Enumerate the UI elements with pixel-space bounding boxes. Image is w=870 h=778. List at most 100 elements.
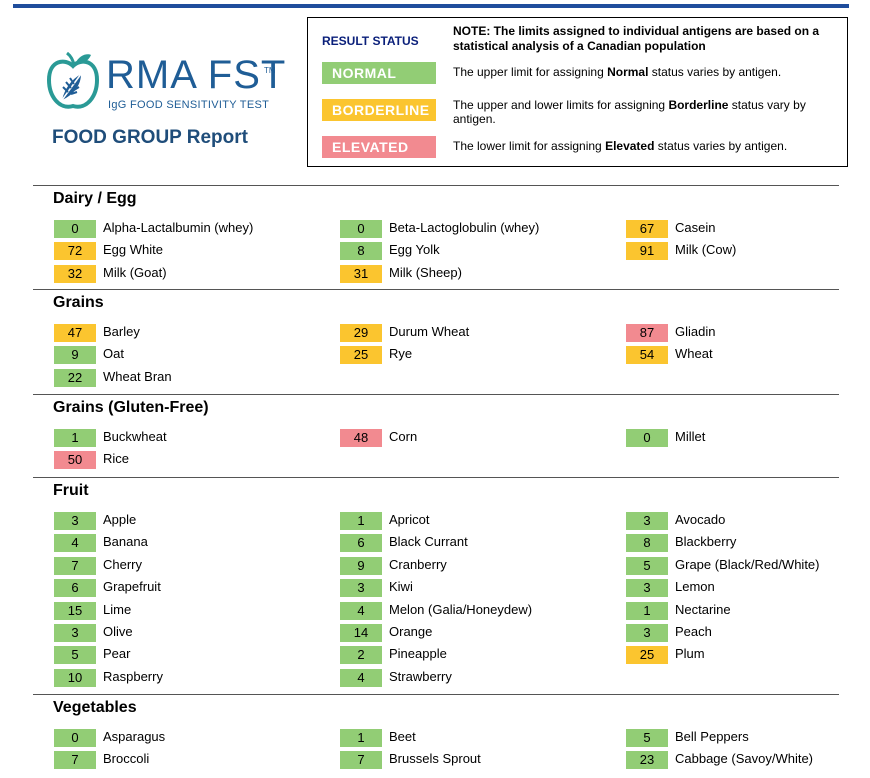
food-group-section: Grains (Gluten-Free) 1 Buckwheat 48 Corn 0 Mil…	[33, 394, 839, 470]
food-name: Gliadin	[675, 324, 716, 339]
result-value-badge: 25	[626, 646, 668, 665]
food-name: Olive	[103, 624, 133, 639]
food-name: Brussels Sprout	[389, 751, 481, 767]
result-value-badge: 15	[54, 601, 96, 620]
food-name: Casein	[675, 220, 716, 235]
result-value-badge: 1	[54, 429, 96, 447]
result-value-badge: 1	[340, 729, 382, 747]
legend-badge-elevated: ELEVATED	[322, 136, 436, 158]
legend-badge-borderline: BORDERLINE	[322, 99, 436, 121]
report-title: FOOD GROUP Report	[52, 127, 248, 148]
result-value-badge: 3	[626, 579, 668, 598]
result-value-badge: 5	[626, 729, 668, 747]
food-name: Milk (Sheep)	[389, 264, 462, 280]
section-title: Grains	[53, 294, 104, 311]
result-value-badge: 87	[626, 324, 668, 342]
brand-subtitle: IgG FOOD SENSITIVITY TEST	[108, 99, 270, 111]
result-value-badge: 3	[626, 512, 668, 530]
food-name: Oat	[103, 346, 124, 362]
food-name: Bell Peppers	[675, 729, 749, 744]
result-value-badge: 7	[340, 751, 382, 770]
result-value-badge: 5	[54, 646, 96, 665]
result-value-badge: 48	[340, 429, 382, 447]
result-value-badge: 25	[340, 346, 382, 365]
food-name: Strawberry	[389, 668, 452, 684]
result-value-badge: 7	[54, 556, 96, 575]
result-value-badge: 9	[340, 556, 382, 575]
result-value-badge: 4	[340, 601, 382, 620]
section-title: Fruit	[53, 482, 89, 499]
food-name: Orange	[389, 624, 433, 639]
result-value-badge: 0	[54, 220, 96, 238]
result-value-badge: 7	[54, 751, 96, 770]
apple-leaf-icon	[47, 52, 99, 109]
food-name: Millet	[675, 429, 706, 444]
food-name: Asparagus	[103, 729, 166, 744]
food-name: Raspberry	[103, 668, 163, 684]
food-name: Lime	[103, 601, 132, 617]
result-value-badge: 3	[626, 624, 668, 642]
section-title: Grains (Gluten-Free)	[53, 399, 209, 416]
food-name: Barley	[103, 324, 140, 339]
food-name: Blackberry	[675, 534, 737, 550]
brand-name: RMA FST	[106, 53, 287, 97]
result-value-badge: 67	[626, 220, 668, 238]
food-name: Broccoli	[103, 751, 150, 767]
result-value-badge: 10	[54, 668, 96, 687]
food-name: Cherry	[103, 556, 143, 572]
food-name: Durum Wheat	[389, 324, 470, 339]
section-title: Vegetables	[53, 699, 137, 716]
result-value-badge: 72	[54, 242, 96, 261]
result-value-badge: 29	[340, 324, 382, 342]
food-group-section: Grains 47 Barley 29 Durum Wheat 87 Gliadin 9 Oat…	[33, 289, 839, 387]
food-group-section: Fruit 3 Apple 1 Apricot 3 Avocado 4 Banana 6 Black…	[33, 477, 839, 687]
food-name: Wheat	[675, 346, 713, 362]
food-group-section: Dairy / Egg 0 Alpha-Lactalbumin (whey) 0 Bet…	[33, 185, 839, 283]
food-name: Egg Yolk	[389, 242, 440, 258]
result-value-badge: 8	[626, 534, 668, 553]
food-name: Rye	[389, 346, 413, 362]
result-value-badge: 1	[626, 601, 668, 620]
result-value-badge: 54	[626, 346, 668, 365]
legend-note: NOTE: The limits assigned to individual …	[453, 24, 820, 53]
result-value-badge: 4	[340, 668, 382, 687]
result-value-badge: 6	[54, 579, 96, 598]
food-name: Peach	[675, 624, 712, 639]
result-value-badge: 3	[340, 579, 382, 598]
food-name: Wheat Bran	[103, 368, 172, 384]
food-name: Black Currant	[389, 534, 468, 550]
food-name: Banana	[103, 534, 148, 550]
result-value-badge: 0	[54, 729, 96, 747]
result-status-legend: RESULT STATUS NOTE: The limits assigned …	[307, 17, 848, 167]
legend-heading: RESULT STATUS	[322, 34, 419, 48]
food-name: Buckwheat	[103, 429, 167, 444]
food-name: Nectarine	[675, 601, 731, 617]
result-value-badge: 32	[54, 264, 96, 283]
food-name: Melon (Galia/Honeydew)	[389, 601, 533, 617]
food-name: Apple	[103, 512, 137, 527]
result-value-badge: 50	[54, 451, 96, 470]
food-name: Milk (Cow)	[675, 242, 737, 258]
result-value-badge: 3	[54, 512, 96, 530]
food-name: Milk (Goat)	[103, 264, 167, 280]
food-name: Corn	[389, 429, 418, 444]
food-group-section: Vegetables 0 Asparagus 1 Beet 5 Bell Peppers 7 B…	[33, 694, 839, 770]
result-value-badge: 0	[340, 220, 382, 238]
result-value-badge: 1	[340, 512, 382, 530]
result-value-badge: 5	[626, 556, 668, 575]
top-rule	[13, 4, 849, 8]
food-name: Alpha-Lactalbumin (whey)	[103, 220, 254, 235]
food-name: Kiwi	[389, 579, 413, 595]
result-value-badge: 8	[340, 242, 382, 261]
food-name: Plum	[675, 646, 705, 662]
food-name: Pineapple	[389, 646, 447, 662]
result-value-badge: 0	[626, 429, 668, 447]
result-value-badge: 91	[626, 242, 668, 261]
legend-text-elevated: The lower limit for assigning Elevated s…	[453, 139, 788, 153]
food-name: Beta-Lactoglobulin (whey)	[389, 220, 540, 235]
result-value-badge: 2	[340, 646, 382, 665]
food-name: Grapefruit	[103, 579, 161, 595]
food-name: Rice	[103, 451, 130, 467]
result-value-badge: 47	[54, 324, 96, 342]
result-value-badge: 22	[54, 368, 96, 387]
